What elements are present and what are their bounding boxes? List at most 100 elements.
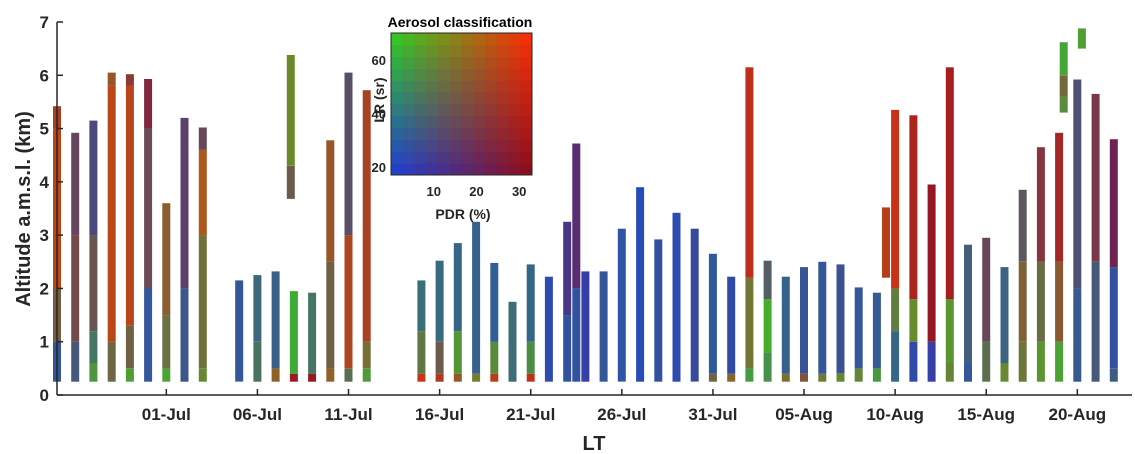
colormap-cell — [485, 151, 498, 164]
colormap-cell — [496, 127, 509, 140]
colormap-cell — [449, 139, 462, 152]
profile-column — [435, 260, 444, 382]
colormap-cell — [402, 163, 415, 176]
colormap-cell — [461, 104, 474, 117]
profile-layer — [417, 280, 426, 331]
colormap-cell — [461, 56, 474, 69]
x-tick-label: 05-Aug — [775, 405, 833, 424]
profile-layer — [708, 253, 717, 374]
colormap-cell — [473, 127, 486, 140]
colormap-cell — [520, 80, 533, 93]
chart-axes — [56, 22, 1132, 396]
colormap-cell — [520, 104, 533, 117]
colormap-cell — [449, 115, 462, 129]
colormap-lr-tick-label: 40 — [372, 106, 386, 121]
colormap-cell — [485, 127, 498, 140]
colormap-cell — [449, 33, 462, 46]
profile-column — [945, 67, 954, 382]
colormap-cell — [496, 115, 509, 129]
colormap-cell — [461, 151, 474, 164]
profile-column — [745, 67, 754, 382]
colormap-cell — [520, 56, 533, 69]
profile-column — [672, 212, 681, 382]
profile-column — [453, 243, 462, 382]
colormap-cell — [520, 33, 533, 46]
profile-layer — [1073, 288, 1082, 382]
profile-layer — [1000, 363, 1009, 382]
colormap-cell — [402, 33, 415, 46]
profile-layer — [1059, 42, 1068, 76]
colormap-cell — [438, 127, 451, 140]
profile-layer — [1109, 368, 1118, 382]
profile-layer — [198, 127, 207, 150]
profile-layer — [162, 315, 171, 369]
colormap-cell — [438, 68, 451, 81]
profile-layer — [763, 299, 772, 353]
profile-column — [289, 291, 298, 382]
colormap-cell — [520, 151, 533, 164]
colormap-cell — [426, 68, 439, 81]
colormap-cell — [496, 44, 509, 58]
profile-column — [1000, 267, 1009, 382]
x-tick-label: 11-Jul — [324, 405, 372, 424]
profile-layer — [1109, 139, 1118, 268]
colormap-cell — [473, 56, 486, 69]
profile-layer — [107, 341, 116, 382]
colormap-cell — [414, 139, 427, 152]
profile-column — [617, 228, 626, 382]
profile-layer — [180, 117, 189, 289]
colormap-cell — [485, 68, 498, 81]
colormap-cell — [473, 151, 486, 164]
colormap-cell — [485, 104, 498, 117]
colormap-cell — [438, 151, 451, 164]
colormap-cell — [461, 44, 474, 58]
profile-layer — [198, 368, 207, 382]
profile-column — [490, 262, 499, 382]
colormap-cell — [473, 92, 486, 105]
colormap-cell — [520, 139, 533, 152]
profile-column — [727, 276, 736, 382]
x-tick-label: 15-Aug — [957, 405, 1015, 424]
profile-column — [1018, 189, 1027, 382]
colormap-cell — [438, 115, 451, 129]
profile-column — [763, 260, 772, 382]
profile-layer — [526, 341, 535, 374]
colormap-cell — [449, 92, 462, 105]
profile-layer — [417, 331, 426, 374]
colormap-cell — [438, 92, 451, 105]
colormap-cell — [508, 151, 521, 164]
colormap-cell — [485, 92, 498, 105]
colormap-cell — [496, 104, 509, 117]
colormap-cell — [426, 33, 439, 46]
colormap-grid — [391, 33, 533, 176]
colormap-cell — [520, 92, 533, 105]
profile-column — [125, 74, 134, 382]
colormap-cell — [449, 56, 462, 69]
colormap-x-title: PDR (%) — [435, 206, 490, 222]
profile-layer — [125, 74, 134, 86]
profile-column — [271, 271, 280, 382]
colormap-cell — [414, 115, 427, 129]
profile-layer — [162, 203, 171, 316]
profile-layer — [945, 363, 954, 382]
colormap-cell — [520, 127, 533, 140]
colormap-cell — [496, 151, 509, 164]
colormap-cell — [449, 104, 462, 117]
colormap-cell — [414, 151, 427, 164]
profile-layer — [344, 235, 353, 369]
y-axis-ticks: 0 1 2 3 4 5 6 7 — [40, 13, 63, 405]
profile-layer — [490, 341, 499, 374]
profile-layer — [271, 271, 280, 369]
profile-layer — [526, 373, 535, 382]
profile-column — [927, 184, 936, 382]
colormap-title: Aerosol classification — [388, 14, 533, 30]
profile-layer — [107, 72, 116, 86]
x-tick-label: 10-Aug — [866, 405, 924, 424]
colormap-cell — [461, 92, 474, 105]
profile-layer — [854, 287, 863, 369]
colormap-cell — [402, 68, 415, 81]
profile-column — [235, 280, 244, 382]
colormap-cell — [485, 115, 498, 129]
colormap-cell — [402, 80, 415, 93]
colormap-cell — [508, 139, 521, 152]
